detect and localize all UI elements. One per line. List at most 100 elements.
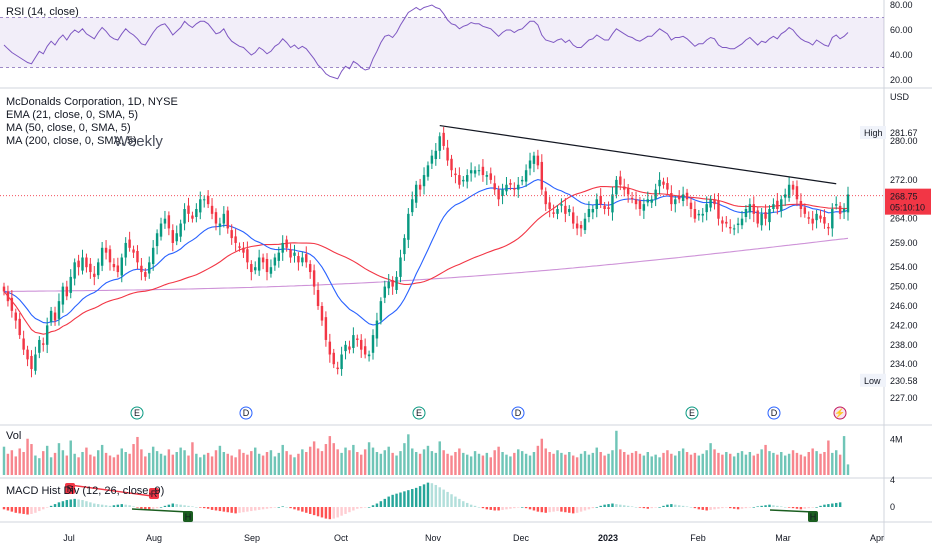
volume-bar (175, 452, 178, 475)
candle-body (611, 194, 614, 213)
time-axis-label: Feb (690, 533, 706, 543)
volume-bar (654, 454, 657, 475)
macd-hist-bar (167, 504, 171, 507)
volume-bar (528, 455, 532, 475)
candle-body (411, 199, 414, 213)
candle-body (469, 170, 473, 174)
volume-bar (842, 436, 846, 475)
candle-body (713, 199, 716, 205)
time-axis-label: Jul (63, 533, 75, 543)
ema21-line (3, 179, 849, 326)
ma200-legend[interactable]: MA (200, close, 0, SMA, 5) (6, 135, 137, 147)
candle-body (210, 205, 214, 214)
volume-bar (760, 449, 763, 475)
volume-bar (595, 447, 598, 475)
macd-hist-bar (57, 502, 61, 507)
volume-bar (2, 446, 6, 475)
price-tick-label: 227.00 (890, 393, 918, 403)
candle-body (450, 158, 453, 171)
chart-title[interactable]: McDonalds Corporation, 1D, NYSE (6, 96, 178, 108)
macd-hist-bar (815, 507, 818, 508)
candle-body (756, 210, 759, 224)
divergence-marker (808, 511, 818, 522)
candle-body (615, 179, 618, 195)
candle-body (379, 301, 383, 321)
divergence-marker-label: H (810, 512, 817, 522)
event-label: D (771, 408, 778, 418)
volume-bar (257, 453, 261, 475)
macd-hist-bar (344, 507, 347, 514)
volume-bar (199, 457, 202, 475)
macd-hist-bar (729, 507, 732, 509)
candle-body (93, 273, 96, 277)
candle-body (199, 199, 202, 213)
macd-hist-bar (375, 503, 379, 507)
volume-bar (713, 449, 716, 475)
candle-body (6, 291, 10, 302)
macd-hist-bar (163, 505, 167, 507)
macd-hist-bar (556, 507, 559, 512)
macd-hist-bar (654, 507, 657, 508)
macd-hist-bar (407, 490, 410, 507)
candle-body (564, 205, 567, 214)
candle-body (599, 195, 602, 205)
candle-body (187, 205, 190, 214)
macd-hist-bar (626, 505, 630, 507)
candle-body (532, 155, 536, 164)
time-axis-label: Sep (244, 533, 260, 543)
volume-bar (108, 455, 112, 475)
rsi-legend[interactable]: RSI (14, close) (6, 6, 79, 18)
macd-hist-bar (183, 505, 186, 507)
macd-hist-bar (100, 504, 104, 507)
macd-hist-bar (10, 507, 14, 512)
candle-body (764, 212, 767, 219)
macd-hist-bar (403, 491, 406, 507)
volume-bar (438, 441, 441, 475)
volume-bar (666, 450, 669, 475)
macd-hist-bar (6, 507, 10, 511)
volume-bar (548, 452, 551, 475)
volume-bar (289, 454, 292, 475)
ma50-legend[interactable]: MA (50, close, 0, SMA, 5) (6, 122, 131, 134)
macd-hist-bar (112, 505, 116, 507)
candle-body (38, 339, 41, 353)
volume-bar (799, 454, 803, 475)
volume-bar (744, 454, 748, 475)
candle-body (61, 286, 65, 305)
macd-hist-bar (367, 507, 371, 508)
volume-bar (45, 445, 49, 475)
volume-bar (6, 453, 10, 475)
macd-hist-bar (717, 507, 720, 509)
countdown-label: 05:10:10 (890, 203, 925, 213)
event-marker (833, 406, 847, 420)
volume-legend[interactable]: Vol (6, 430, 22, 442)
volume-bar (611, 450, 614, 475)
weekly-annotation: Weekly (114, 133, 163, 150)
candle-body (320, 306, 324, 321)
macd-hist-bar (30, 507, 33, 514)
macd-hist-bar (599, 505, 602, 507)
ema-legend[interactable]: EMA (21, close, 0, SMA, 5) (6, 109, 139, 121)
volume-bar (489, 457, 492, 475)
macd-hist-bar (340, 507, 343, 516)
volume-bar (246, 454, 249, 475)
rsi-line (3, 4, 849, 80)
candle-body (116, 265, 120, 273)
volume-bar (560, 452, 563, 475)
macd-hist-bar (363, 507, 367, 508)
macd-hist-bar (144, 507, 147, 510)
macd-hist-bar (615, 504, 618, 507)
macd-hist-bar (324, 507, 328, 519)
candle-body (383, 286, 386, 298)
candle-body (289, 249, 292, 258)
candle-body (677, 195, 681, 200)
macd-hist-bar (289, 507, 292, 509)
macd-legend[interactable]: MACD Hist Div (12, 26, close, 9) (6, 485, 165, 497)
candle-body (218, 223, 222, 227)
macd-hist-bar (795, 507, 799, 509)
candle-body (748, 204, 752, 213)
candle-body (132, 249, 135, 253)
volume-bar (717, 452, 720, 475)
candle-body (575, 223, 579, 229)
